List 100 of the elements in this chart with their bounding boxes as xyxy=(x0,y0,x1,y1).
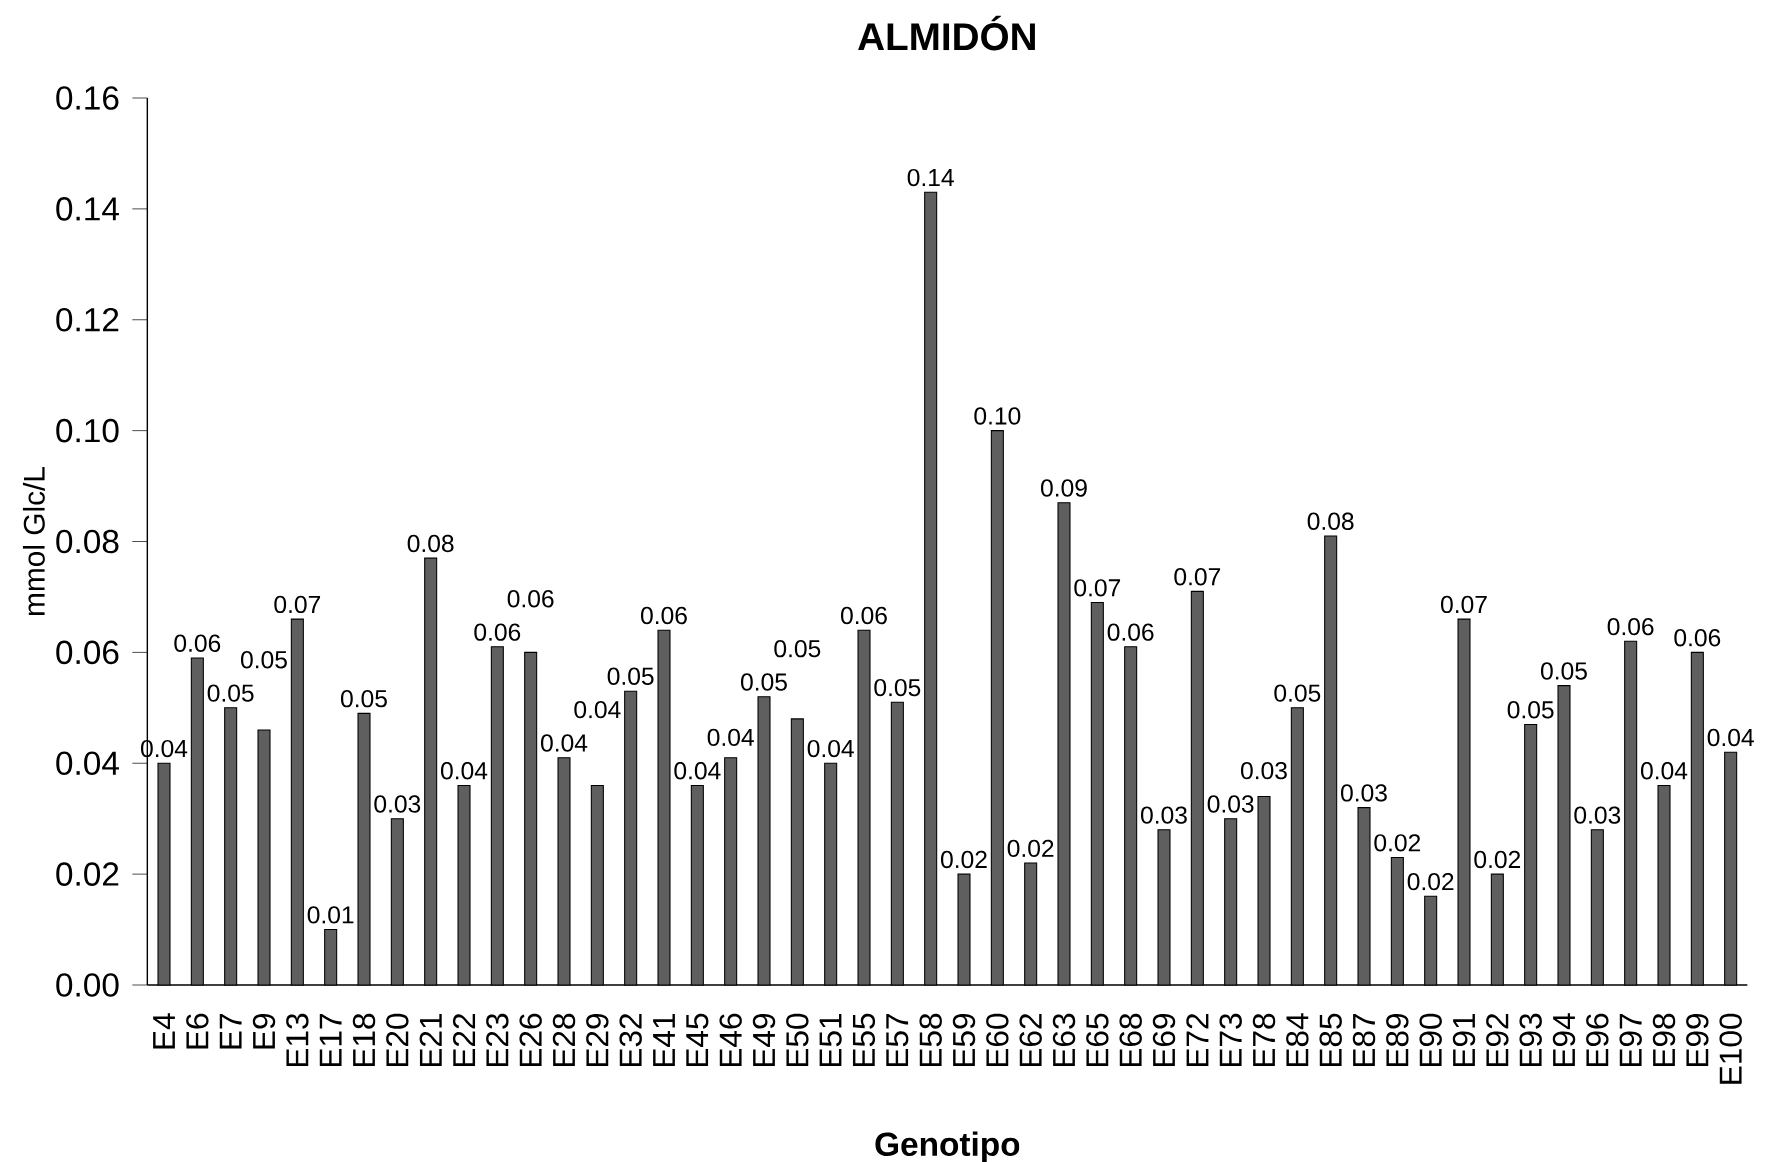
data-label: 0.14 xyxy=(907,168,954,187)
data-label: 0.06 xyxy=(1107,623,1154,641)
y-tick-label: 0.14 xyxy=(56,197,119,221)
x-tick-label: E7 xyxy=(219,1014,242,1049)
x-axis-title: Genotipo xyxy=(875,1131,1020,1162)
data-label: 0.05 xyxy=(207,684,254,702)
x-tick-label: E20 xyxy=(386,1013,409,1067)
x-tick-label: E4 xyxy=(153,1013,175,1049)
data-label: 0.04 xyxy=(707,728,754,747)
data-label: 0.07 xyxy=(274,595,321,614)
data-label: 0.04 xyxy=(674,762,721,780)
x-tick-label: E89 xyxy=(1386,1013,1409,1067)
y-tick-label: 0.00 xyxy=(56,973,119,997)
x-tick-label: E69 xyxy=(1152,1013,1176,1067)
x-tick-label: E98 xyxy=(1652,1013,1676,1067)
x-tick-label: E21 xyxy=(419,1013,442,1067)
x-tick-label: E63 xyxy=(1052,1013,1076,1067)
y-tick-label: 0.02 xyxy=(56,862,119,886)
x-tick-label: E85 xyxy=(1319,1013,1342,1067)
data-label: 0.05 xyxy=(241,651,287,669)
data-label: 0.02 xyxy=(1474,850,1521,869)
x-tick-label: E18 xyxy=(352,1013,376,1067)
data-label: 0.04 xyxy=(1707,728,1754,747)
data-label: 0.06 xyxy=(507,590,554,608)
x-tick-label: E13 xyxy=(286,1013,309,1067)
x-tick-label: E84 xyxy=(1286,1013,1309,1067)
data-label: 0.04 xyxy=(574,700,621,719)
x-tick-label: E29 xyxy=(586,1013,609,1067)
data-label: 0.05 xyxy=(741,673,787,691)
x-tick-label: E62 xyxy=(1019,1014,1042,1067)
x-tick-label: E45 xyxy=(686,1013,709,1067)
x-tick-label: E99 xyxy=(1686,1013,1709,1067)
y-tick-label: 0.04 xyxy=(56,751,119,776)
data-label: 0.02 xyxy=(1007,839,1054,858)
x-tick-label: E87 xyxy=(1352,1014,1376,1067)
data-label: 0.07 xyxy=(1174,568,1221,586)
data-label: 0.06 xyxy=(641,606,687,625)
x-tick-label: E46 xyxy=(719,1013,742,1067)
data-label: 0.06 xyxy=(841,606,887,625)
data-label: 0.05 xyxy=(774,639,821,658)
data-label: 0.02 xyxy=(941,850,987,869)
data-label: 0.02 xyxy=(1374,834,1421,852)
data-label: 0.09 xyxy=(1041,479,1087,497)
x-tick-label: E28 xyxy=(552,1013,576,1067)
y-tick-label: 0.10 xyxy=(56,418,119,443)
data-label: 0.03 xyxy=(374,795,421,813)
data-label: 0.05 xyxy=(341,690,387,708)
x-tick-label: E100 xyxy=(1719,1013,1742,1084)
data-label: 0.03 xyxy=(1207,795,1254,813)
x-tick-label: E97 xyxy=(1619,1014,1642,1067)
y-axis-title: mmol Glc/L xyxy=(22,467,45,616)
x-tick-label: E22 xyxy=(452,1014,476,1067)
x-tick-label: E41 xyxy=(653,1013,675,1067)
x-tick-label: E51 xyxy=(819,1013,842,1067)
data-label: 0.04 xyxy=(441,762,488,780)
chart-title: ALMIDÓN xyxy=(858,15,1035,51)
x-tick-label: E23 xyxy=(486,1013,509,1067)
x-tick-label: E68 xyxy=(1119,1013,1142,1067)
x-tick-label: E65 xyxy=(1086,1013,1109,1067)
x-tick-label: E9 xyxy=(252,1013,276,1049)
y-tick-label: 0.16 xyxy=(56,86,119,110)
data-label: 0.05 xyxy=(1507,701,1554,719)
data-label: 0.06 xyxy=(1607,617,1654,636)
x-tick-label: E72 xyxy=(1186,1014,1209,1067)
x-tick-label: E6 xyxy=(186,1013,209,1049)
data-label: 0.04 xyxy=(807,739,854,758)
x-tick-label: E57 xyxy=(886,1014,909,1067)
data-label: 0.01 xyxy=(307,906,354,924)
data-label: 0.06 xyxy=(1674,629,1721,647)
data-label: 0.03 xyxy=(1241,761,1287,780)
x-tick-label: E50 xyxy=(786,1013,809,1067)
x-tick-label: E92 xyxy=(1486,1014,1509,1067)
x-tick-label: E78 xyxy=(1252,1013,1276,1067)
data-label: 0.04 xyxy=(541,734,588,752)
x-tick-label: E93 xyxy=(1519,1013,1542,1067)
x-tick-label: E60 xyxy=(986,1013,1009,1067)
y-tick-label: 0.06 xyxy=(56,640,119,665)
data-label: 0.06 xyxy=(474,623,521,641)
data-label: 0.08 xyxy=(1307,512,1354,530)
x-tick-label: E17 xyxy=(319,1014,342,1067)
x-tick-label: E32 xyxy=(619,1014,642,1067)
data-label: 0.03 xyxy=(1574,806,1621,824)
x-tick-label: E55 xyxy=(852,1013,876,1067)
data-label: 0.04 xyxy=(1641,762,1688,780)
x-tick-label: E90 xyxy=(1419,1013,1442,1067)
y-tick-label: 0.12 xyxy=(56,307,119,332)
data-label: 0.06 xyxy=(174,634,221,652)
x-tick-label: E59 xyxy=(952,1013,976,1067)
x-tick-label: E49 xyxy=(752,1013,776,1067)
data-label: 0.07 xyxy=(1074,579,1121,597)
data-label: 0.07 xyxy=(1441,595,1487,614)
data-label: 0.08 xyxy=(407,534,454,553)
data-label: 0.05 xyxy=(1541,662,1587,680)
x-tick-label: E73 xyxy=(1219,1013,1242,1067)
y-tick-label: 0.08 xyxy=(56,529,119,554)
data-label: 0.03 xyxy=(1341,784,1387,802)
x-tick-label: E96 xyxy=(1586,1013,1609,1067)
data-label: 0.10 xyxy=(974,407,1021,425)
data-label: 0.05 xyxy=(874,678,921,697)
data-label: 0.05 xyxy=(607,667,654,685)
